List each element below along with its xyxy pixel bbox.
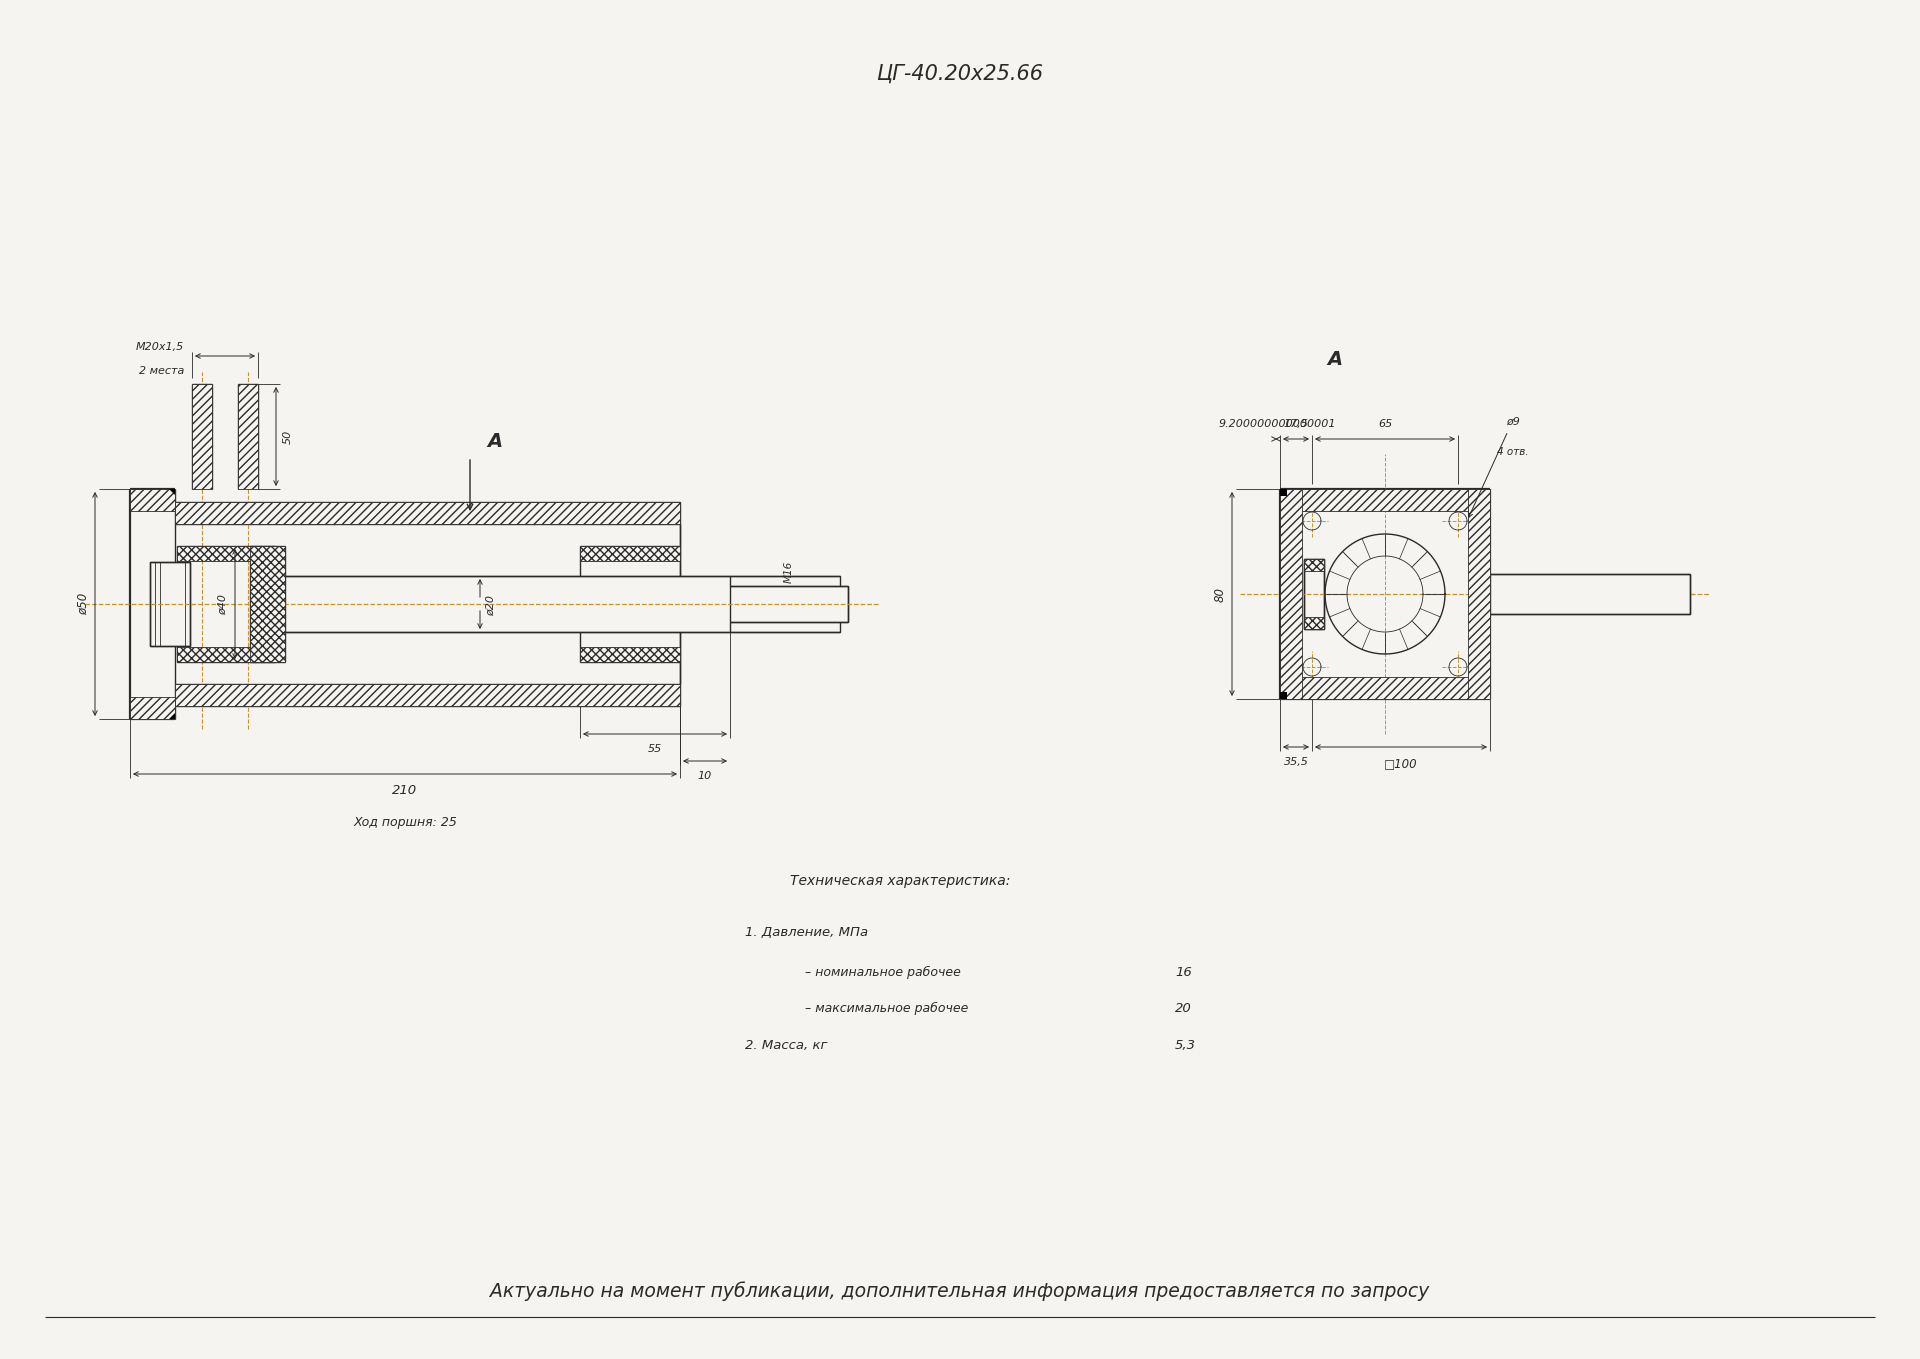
Text: 35,5: 35,5 <box>1284 757 1308 766</box>
Text: ø9: ø9 <box>1505 417 1521 427</box>
Text: А: А <box>1327 351 1342 370</box>
Text: 17,5: 17,5 <box>1284 419 1308 429</box>
Text: 2. Масса, кг: 2. Масса, кг <box>745 1040 828 1052</box>
Bar <box>1469 489 1490 699</box>
Bar <box>1281 677 1490 699</box>
Bar <box>250 546 284 662</box>
Text: 4 отв.: 4 отв. <box>1498 447 1528 457</box>
Text: А: А <box>488 432 503 451</box>
Bar <box>131 489 175 511</box>
Text: 50: 50 <box>282 429 294 443</box>
Bar <box>1304 617 1325 629</box>
Bar <box>175 684 680 705</box>
Text: Актуально на момент публикации, дополнительная информация предоставляется по зап: Актуально на момент публикации, дополнит… <box>490 1282 1430 1301</box>
Text: – номинальное рабочее: – номинальное рабочее <box>804 966 960 978</box>
Bar <box>1281 489 1302 699</box>
Bar <box>175 501 680 525</box>
Bar <box>131 697 175 719</box>
Text: – максимальное рабочее: – максимальное рабочее <box>804 1002 968 1015</box>
Bar <box>580 647 680 662</box>
Text: ø40: ø40 <box>219 594 228 614</box>
Text: М16: М16 <box>783 561 795 583</box>
Text: □100: □100 <box>1384 757 1417 771</box>
Text: 80: 80 <box>1213 587 1227 602</box>
Bar <box>192 385 211 489</box>
Bar <box>1490 573 1690 614</box>
Bar <box>150 563 190 646</box>
Text: 20: 20 <box>1175 1002 1192 1015</box>
Polygon shape <box>169 713 175 719</box>
Text: 10: 10 <box>697 771 712 781</box>
Polygon shape <box>169 489 175 495</box>
Bar <box>730 586 849 622</box>
Text: 210: 210 <box>392 784 417 796</box>
Text: ЦГ-40.20х25.66: ЦГ-40.20х25.66 <box>877 64 1043 84</box>
Text: 65: 65 <box>1379 419 1392 429</box>
Bar <box>284 576 841 632</box>
Bar <box>1304 559 1325 571</box>
Bar <box>238 385 257 489</box>
Text: 16: 16 <box>1175 966 1192 978</box>
Text: М20х1,5: М20х1,5 <box>136 342 184 352</box>
Text: 1. Давление, МПа: 1. Давление, МПа <box>745 925 868 939</box>
Bar <box>177 546 275 561</box>
Bar <box>580 546 680 561</box>
Text: ø20: ø20 <box>486 595 495 617</box>
Bar <box>1281 489 1490 511</box>
Bar <box>1304 559 1325 629</box>
Bar <box>177 647 275 662</box>
Text: 55: 55 <box>647 743 662 754</box>
Text: 2 места: 2 места <box>138 366 184 376</box>
Text: Техническая характеристика:: Техническая характеристика: <box>789 874 1010 887</box>
Text: 9.200000000000001: 9.200000000000001 <box>1219 419 1336 429</box>
Text: 5,3: 5,3 <box>1175 1040 1196 1052</box>
Text: ø50: ø50 <box>77 593 90 616</box>
Polygon shape <box>1281 692 1286 699</box>
Text: Ход поршня: 25: Ход поршня: 25 <box>353 815 457 829</box>
Polygon shape <box>1281 489 1286 496</box>
